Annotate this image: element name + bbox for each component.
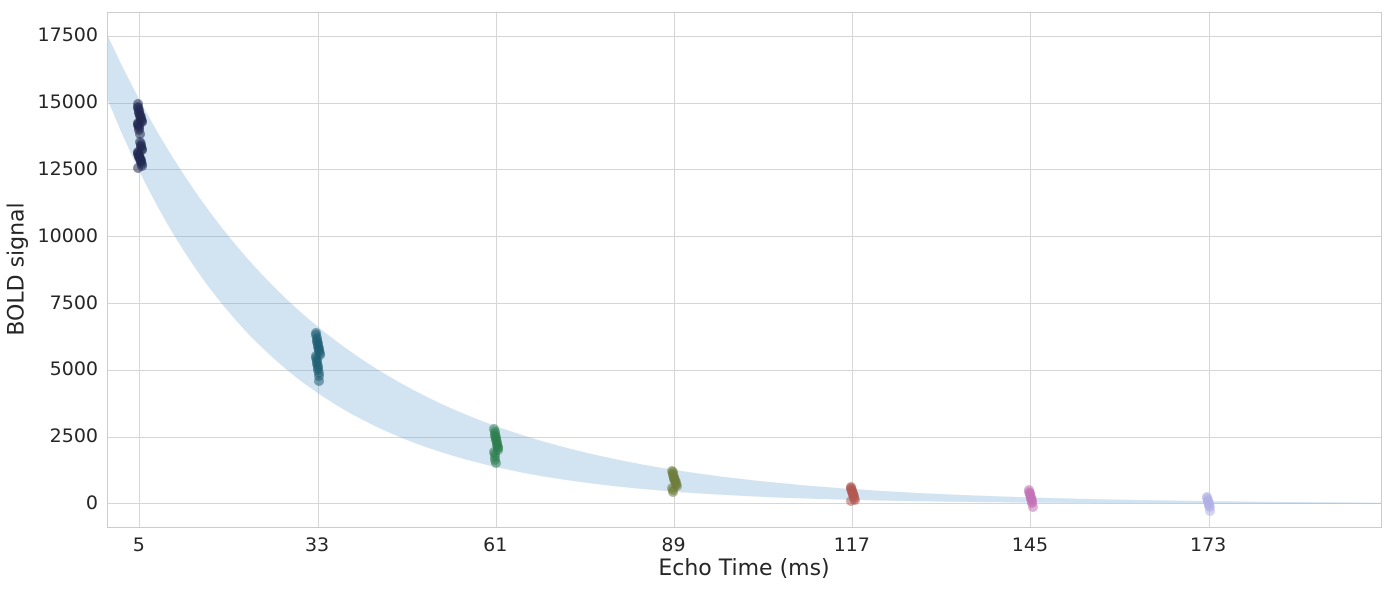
y-gridline bbox=[108, 35, 1381, 37]
y-tick-label: 2500 bbox=[49, 425, 98, 448]
y-tick-label: 10000 bbox=[37, 224, 98, 247]
confidence-band-layer bbox=[108, 36, 1381, 504]
confidence-band bbox=[108, 36, 1381, 504]
data-point bbox=[845, 496, 856, 507]
y-tick-label: 0 bbox=[85, 491, 98, 514]
x-gridline bbox=[852, 13, 854, 527]
data-point bbox=[490, 458, 501, 469]
x-tick-label: 33 bbox=[304, 534, 330, 556]
y-gridline bbox=[108, 303, 1381, 305]
x-axis-label: Echo Time (ms) bbox=[658, 556, 830, 581]
data-point bbox=[668, 487, 679, 498]
y-tick-label: 15000 bbox=[37, 91, 98, 114]
y-tick-label: 17500 bbox=[37, 24, 98, 47]
x-tick-label: 5 bbox=[132, 534, 145, 556]
x-gridline bbox=[1030, 13, 1032, 527]
data-point bbox=[1027, 501, 1038, 512]
x-gridline bbox=[495, 13, 497, 527]
y-axis-label: BOLD signal bbox=[4, 202, 30, 336]
x-tick-label: 117 bbox=[833, 534, 870, 556]
data-point bbox=[134, 128, 145, 139]
y-gridline bbox=[108, 236, 1381, 238]
y-gridline bbox=[108, 503, 1381, 505]
x-tick-label: 89 bbox=[661, 534, 686, 556]
x-tick-label: 145 bbox=[1011, 534, 1049, 556]
data-point bbox=[314, 375, 325, 386]
y-tick-label: 12500 bbox=[37, 157, 98, 180]
y-gridline bbox=[108, 436, 1381, 438]
x-tick-label: 61 bbox=[483, 534, 508, 556]
x-gridline bbox=[317, 13, 319, 527]
y-tick-label: 7500 bbox=[49, 291, 98, 314]
data-point bbox=[132, 163, 143, 174]
data-point bbox=[1205, 505, 1216, 516]
x-gridline bbox=[139, 13, 141, 527]
x-tick-label: 173 bbox=[1190, 534, 1227, 556]
plot-area bbox=[107, 12, 1382, 528]
y-tick-label: 5000 bbox=[49, 358, 98, 381]
y-gridline bbox=[108, 369, 1381, 371]
y-gridline bbox=[108, 102, 1381, 104]
x-gridline bbox=[673, 13, 675, 527]
x-gridline bbox=[1208, 13, 1210, 527]
y-gridline bbox=[108, 169, 1381, 171]
